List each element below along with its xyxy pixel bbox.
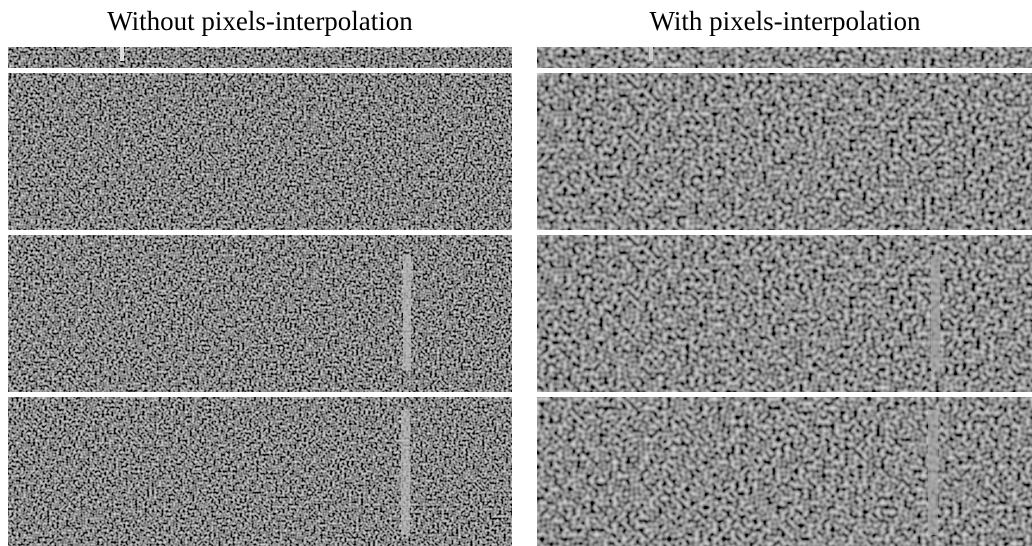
left-title: Without pixels-interpolation	[107, 6, 413, 36]
figure: Without pixels-interpolation With pixels…	[0, 0, 1032, 546]
streak	[649, 47, 653, 61]
left-panels	[8, 47, 512, 546]
noise-panel	[537, 397, 1032, 546]
right-panels	[537, 47, 1032, 546]
streak	[403, 255, 411, 370]
noise-panel	[8, 235, 512, 392]
streak	[928, 410, 938, 535]
streak	[401, 410, 410, 535]
right-title: With pixels-interpolation	[649, 6, 921, 36]
noise-panel	[537, 73, 1032, 230]
noise-panel	[8, 397, 512, 546]
noise-panel	[8, 73, 512, 230]
streak	[931, 255, 940, 370]
noise-panel	[537, 47, 1032, 68]
noise-panel	[537, 235, 1032, 392]
noise-panel	[8, 47, 512, 68]
streak	[120, 47, 124, 61]
